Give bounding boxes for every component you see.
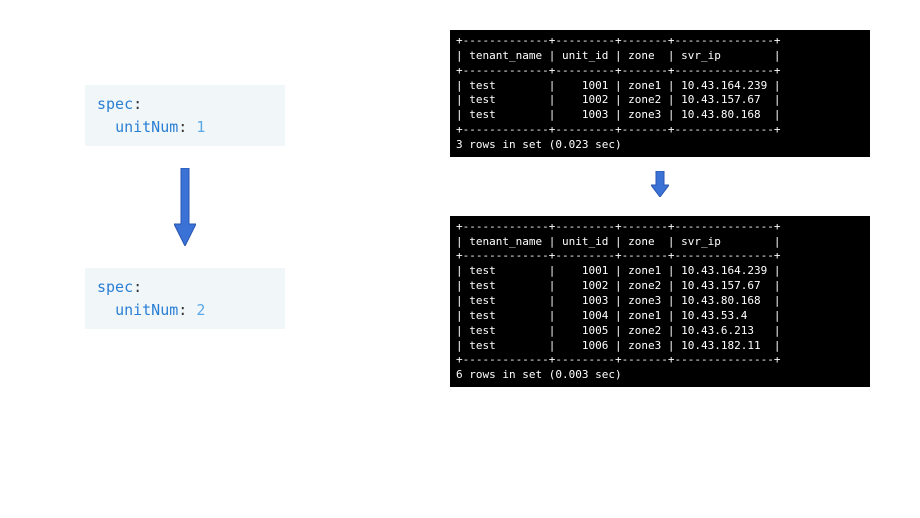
arrow-down-small-icon — [651, 171, 669, 197]
arrow-down-icon — [174, 168, 196, 246]
yaml-key-spec: spec — [97, 95, 133, 113]
yaml-colon: : — [133, 278, 142, 296]
yaml-key-unitnum: unitNum — [115, 118, 178, 136]
yaml-key-spec: spec — [97, 278, 133, 296]
yaml-value-before: 1 — [196, 118, 205, 136]
right-column: +-------------+---------+-------+-------… — [450, 30, 870, 387]
yaml-block-before: spec: unitNum: 1 — [85, 85, 285, 146]
yaml-colon: : — [178, 301, 187, 319]
yaml-value-after: 2 — [196, 301, 205, 319]
terminal-after: +-------------+---------+-------+-------… — [450, 216, 870, 387]
terminal-before: +-------------+---------+-------+-------… — [450, 30, 870, 157]
yaml-key-unitnum: unitNum — [115, 301, 178, 319]
yaml-colon: : — [178, 118, 187, 136]
yaml-block-after: spec: unitNum: 2 — [85, 268, 285, 329]
yaml-indent — [97, 301, 115, 319]
left-column: spec: unitNum: 1 spec: unitNum: 2 — [85, 85, 285, 329]
arrow-wrap — [450, 171, 870, 202]
yaml-colon: : — [133, 95, 142, 113]
yaml-indent — [97, 118, 115, 136]
